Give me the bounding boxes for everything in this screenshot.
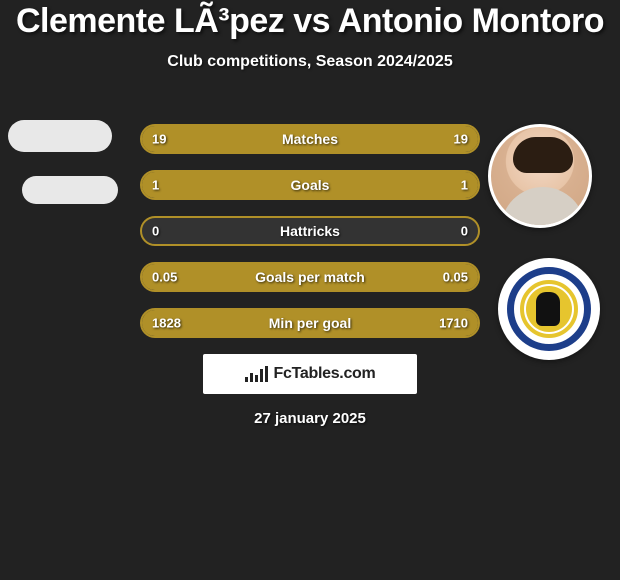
row-fill-right xyxy=(310,172,478,198)
branding: FcTables.com xyxy=(203,354,417,394)
row-value-left: 0.05 xyxy=(152,270,177,285)
row-value-right: 19 xyxy=(454,132,468,147)
player-right-avatar xyxy=(488,124,592,228)
row-value-left: 1828 xyxy=(152,316,181,331)
comparison-row: 19 19 Matches xyxy=(140,124,480,154)
row-value-left: 1 xyxy=(152,178,159,193)
row-label: Goals xyxy=(291,177,330,193)
row-label: Goals per match xyxy=(255,269,365,285)
comparison-row: 0 0 Hattricks xyxy=(140,216,480,246)
row-value-left: 0 xyxy=(152,224,159,239)
comparison-row: 0.05 0.05 Goals per match xyxy=(140,262,480,292)
branding-text: FcTables.com xyxy=(274,365,376,383)
row-value-left: 19 xyxy=(152,132,166,147)
comparison-row: 1828 1710 Min per goal xyxy=(140,308,480,338)
row-value-right: 1 xyxy=(461,178,468,193)
subtitle: Club competitions, Season 2024/2025 xyxy=(0,53,620,71)
row-value-right: 0 xyxy=(461,224,468,239)
row-label: Hattricks xyxy=(280,223,340,239)
row-label: Matches xyxy=(282,131,338,147)
comparison-row: 1 1 Goals xyxy=(140,170,480,200)
comparison-rows: 19 19 Matches 1 1 Goals 0 0 Hattricks 0.05 0.05 Goa… xyxy=(140,124,480,354)
bar-chart-icon xyxy=(245,366,268,382)
row-fill-left xyxy=(142,172,310,198)
row-value-right: 0.05 xyxy=(443,270,468,285)
player-left-placeholder-2 xyxy=(22,176,118,204)
date-label: 27 january 2025 xyxy=(0,410,620,427)
player-left-placeholder-1 xyxy=(8,120,112,152)
page-title: Clemente LÃ³pez vs Antonio Montoro xyxy=(0,2,620,41)
club-badge xyxy=(498,258,600,360)
row-value-right: 1710 xyxy=(439,316,468,331)
row-label: Min per goal xyxy=(269,315,351,331)
